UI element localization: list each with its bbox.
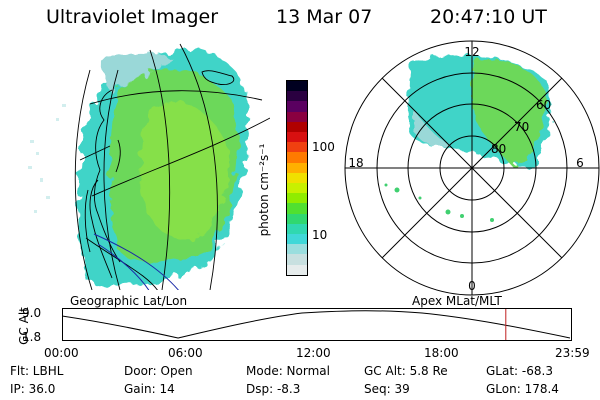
colorbar-tick-10: 10: [312, 228, 328, 242]
timeline-xtick-1200: 12:00: [296, 346, 331, 360]
colorbar-band: [287, 142, 307, 153]
mlt-label-0: 0: [468, 279, 476, 293]
colorbar-band: [287, 121, 307, 133]
colorbar-band: [287, 162, 307, 173]
info-filter: Flt: LBHL: [10, 364, 64, 378]
mlt-label-6: 6: [576, 156, 584, 170]
colorbar-band: [287, 152, 307, 163]
timeline-xtick-0000: 00:00: [44, 346, 79, 360]
mlat-label-80: 80: [491, 142, 506, 156]
observation-date: 13 Mar 07: [276, 6, 373, 28]
info-door: Door: Open: [124, 364, 193, 378]
info-glat: GLat: -68.3: [486, 364, 553, 378]
terminator-lines: [93, 233, 179, 290]
mlt-label-12: 12: [464, 45, 479, 59]
apex-caption: Apex MLat/MLT: [412, 294, 502, 308]
info-gain: Gain: 14: [124, 382, 175, 396]
colorbar-band: [287, 264, 307, 275]
mlat-label-70: 70: [514, 120, 529, 134]
colorbar-band: [287, 254, 307, 265]
coastline-outline: [84, 70, 235, 279]
timeline-ytick-low: 1.8: [22, 330, 42, 344]
polar-image-panel: 12 18 6 0 60 70 80: [344, 40, 600, 296]
color-scale-bar: [286, 80, 308, 276]
instrument-title: Ultraviolet Imager: [46, 6, 219, 28]
colorbar-band: [287, 234, 307, 245]
timeline-xtick-0600: 06:00: [168, 346, 203, 360]
colorbar-band: [287, 91, 307, 102]
colorbar-band: [287, 101, 307, 112]
geographic-caption: Geographic Lat/Lon: [70, 294, 188, 308]
mlat-label-60: 60: [536, 98, 551, 112]
timeline-ytick-high: 9.0: [22, 306, 42, 320]
orbit-altitude-plot: [62, 308, 572, 341]
info-gc-alt: GC Alt: 5.8 Re: [364, 364, 448, 378]
info-glon: GLon: 178.4: [486, 382, 559, 396]
colorbar-band: [287, 111, 307, 122]
colorbar-band: [287, 183, 307, 194]
altitude-curve: [62, 310, 571, 339]
colorbar-band: [287, 172, 307, 184]
info-mode: Mode: Normal: [246, 364, 330, 378]
observation-time: 20:47:10 UT: [430, 6, 547, 28]
mlt-label-18: 18: [348, 156, 363, 170]
info-dsp: Dsp: -8.3: [246, 382, 301, 396]
noise-speckles: [28, 104, 66, 213]
colorbar-band: [287, 203, 307, 214]
timeline-xtick-1800: 18:00: [424, 346, 459, 360]
colorbar-band: [287, 244, 307, 255]
colorbar-band: [287, 213, 307, 224]
colorbar-band: [287, 193, 307, 204]
polar-spots: [384, 183, 494, 222]
timeline-xtick-2359: 23:59: [555, 346, 590, 360]
colorbar-tick-100: 100: [312, 140, 335, 154]
lat-lon-grid: [74, 43, 270, 290]
colorbar-band: [287, 132, 307, 143]
colorbar-band: [287, 223, 307, 235]
polar-grid: [344, 40, 600, 296]
info-seq: Seq: 39: [364, 382, 410, 396]
info-ip: IP: 36.0: [10, 382, 56, 396]
colorbar-band: [287, 81, 307, 92]
colorbar-unit-label: photon cm⁻²s⁻¹: [257, 143, 271, 237]
polar-auroral-emission: [408, 55, 551, 171]
